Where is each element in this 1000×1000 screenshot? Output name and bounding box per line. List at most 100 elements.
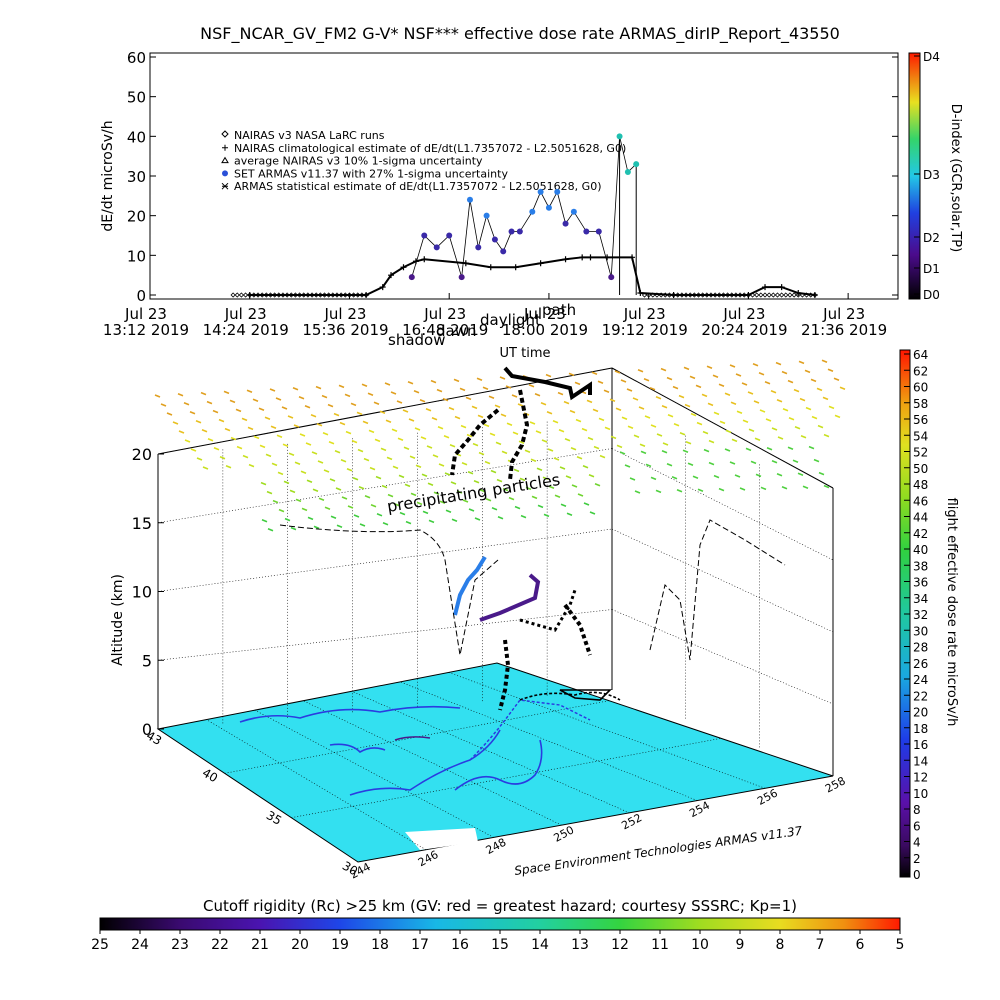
dose-field-mark [712, 374, 719, 378]
dose-field-mark [577, 493, 584, 497]
dose-field-mark [201, 429, 208, 433]
nairas-point [778, 284, 785, 291]
dose-field-mark [307, 516, 314, 521]
dose-field-mark [570, 447, 577, 451]
wall-grid-line [157, 528, 613, 592]
dose-field-mark [292, 387, 299, 391]
track-projection-left [279, 524, 499, 656]
nairas-point [604, 254, 611, 261]
dose-field-mark [323, 469, 330, 473]
dose-field-mark [566, 512, 573, 516]
cutoff-tick-label: 18 [371, 937, 389, 953]
dose-tick-label: 6 [913, 819, 921, 833]
dose-field-mark [462, 499, 469, 503]
dose-field-mark [368, 429, 375, 434]
dose-field-mark [755, 473, 762, 478]
nairas-point [579, 254, 586, 261]
dose-field-mark [384, 382, 391, 386]
dose-field-mark [598, 417, 605, 422]
dose-field-mark [350, 402, 357, 407]
dose-field-mark [293, 424, 300, 428]
dose-field-mark [553, 457, 560, 461]
dose-field-mark [335, 487, 342, 491]
ground-grid-line [291, 738, 722, 818]
dose-field-mark [242, 454, 249, 459]
dose-field-mark [713, 411, 720, 416]
ground-grid-line [254, 709, 494, 838]
dose-field-mark [565, 475, 572, 479]
dose-field-mark [398, 474, 405, 479]
track-armas-left [453, 555, 487, 616]
legend-symbol-asterisk [221, 182, 229, 190]
dose-field-mark [517, 403, 524, 407]
dose-field-mark [375, 475, 382, 480]
nairas-point [811, 292, 818, 298]
dose-field-mark [444, 472, 451, 476]
nairas-baseline-point [754, 292, 760, 298]
dose-field-mark [695, 384, 702, 389]
dose-field-mark [328, 441, 335, 445]
dose-field-mark [529, 421, 536, 425]
nairas-baseline-point [787, 292, 793, 298]
dose-field-mark [305, 442, 312, 446]
cutoff-tick-label: 16 [451, 937, 469, 953]
dose-field-mark [442, 397, 449, 402]
dose-field-mark [405, 520, 412, 525]
dose-field-mark [821, 359, 828, 363]
dose-field-mark [202, 466, 209, 470]
wall-grid-line [157, 609, 613, 661]
dose-field-mark [437, 426, 444, 430]
dose-tick-label: 38 [913, 559, 928, 573]
dindex-tick-label: D2 [923, 231, 940, 245]
dose-field-mark [594, 483, 601, 487]
armas-point [583, 228, 590, 235]
y-tick-label: 10 [127, 247, 146, 265]
dose-field-mark [340, 459, 347, 463]
dose-field-mark [471, 405, 478, 410]
dose-field-mark [788, 417, 795, 421]
dose-field-mark [430, 379, 437, 384]
dose-field-mark [287, 415, 294, 419]
ground-grid-line [400, 681, 698, 801]
dindex-ticks: D0 D1 D2 D3 D4 [914, 50, 940, 302]
armas-line [411, 136, 637, 278]
cutoff-tick-label: 6 [856, 937, 865, 953]
dose-tick-label: 50 [913, 462, 928, 476]
dose-field-mark [794, 426, 801, 430]
dose-field-mark [683, 366, 690, 371]
dose-field-mark [610, 435, 617, 440]
armas-point [516, 228, 523, 235]
dose-tick-label: 48 [913, 478, 928, 492]
dose-field-mark [456, 490, 463, 494]
altitude-label: Altitude (km) [110, 574, 126, 666]
altitude-tick-label: 0 [142, 720, 152, 739]
nairas-line [249, 256, 816, 296]
dose-field-mark [178, 430, 185, 434]
x-tick-label-line1: Jul 23 [323, 305, 366, 323]
dose-field-mark [351, 439, 358, 444]
cutoff-tick-label: 24 [131, 937, 149, 953]
dose-field-mark [811, 415, 818, 420]
dose-field-mark [264, 416, 271, 420]
time-series-xlabel: UT time [500, 346, 551, 361]
x-tick-label-line2: 18:00 2019 [502, 321, 588, 339]
legend-symbol-dot [222, 170, 228, 177]
nairas-point [388, 272, 395, 279]
dose-field-mark [559, 466, 566, 470]
dose-field-mark [380, 447, 387, 452]
dose-field-mark [450, 481, 457, 485]
dose-field-mark [432, 454, 439, 458]
dose-field-mark [189, 411, 196, 415]
dindex-label: D-index (GCR,solar,TP) [948, 104, 963, 252]
dose-tick-label: 60 [913, 381, 928, 395]
armas-point [616, 133, 623, 140]
nairas-point [379, 284, 386, 291]
dose-field-mark [374, 438, 381, 443]
armas-point [595, 228, 602, 235]
dose-field-mark [333, 412, 340, 417]
dose-field-mark [353, 514, 360, 518]
cutoff-tick-label: 10 [691, 937, 709, 953]
armas-point [529, 208, 536, 215]
dose-field-mark [798, 360, 805, 365]
